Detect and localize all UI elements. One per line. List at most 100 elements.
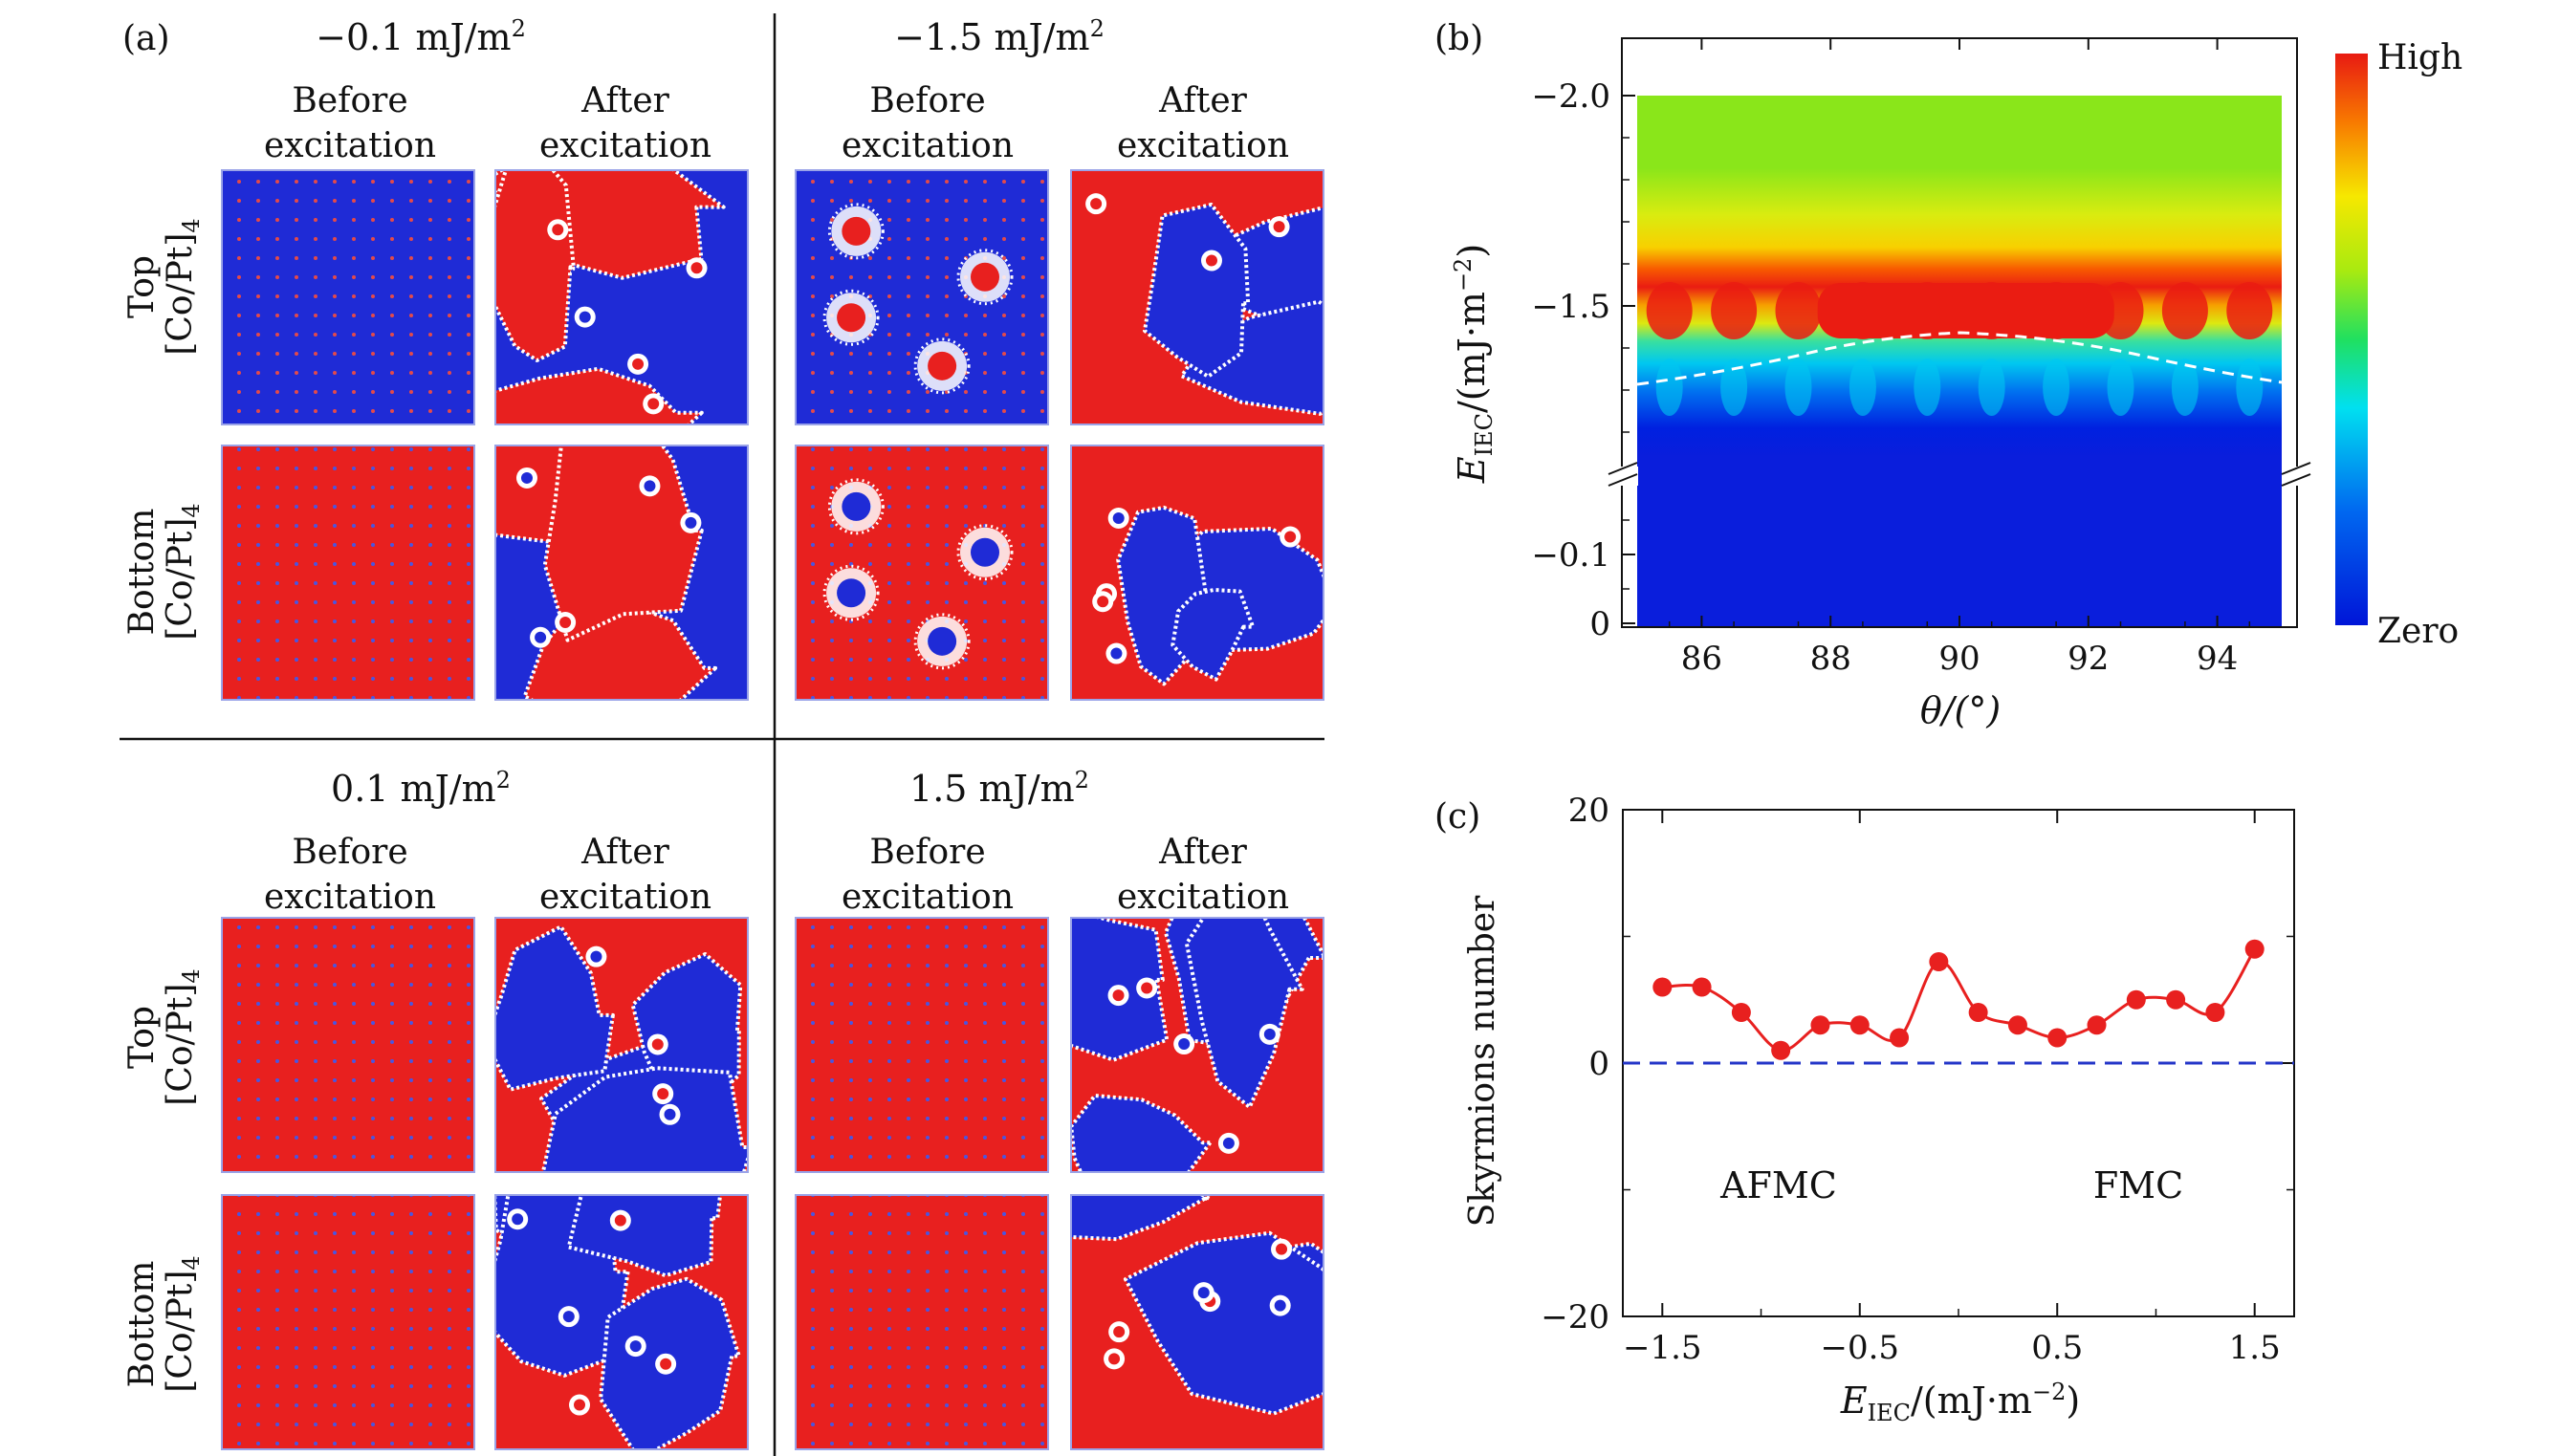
before-header-line2: excitation <box>264 126 436 165</box>
annotation-fmc: FMC <box>2093 1164 2183 1206</box>
tile-border <box>494 445 749 701</box>
heatmap-red-lobes <box>1646 282 2273 416</box>
after-header-line1: After <box>580 833 669 872</box>
spin-texture-tile <box>795 917 1049 1173</box>
after-header-line1: After <box>1158 81 1247 120</box>
data-point <box>2126 989 2146 1010</box>
before-header-line1: Before <box>292 833 407 872</box>
magnetic-domain <box>542 445 704 642</box>
fit-curve <box>1662 948 2256 1053</box>
row-label-line2: [Co/Pt]4 <box>161 968 205 1105</box>
data-point <box>2166 989 2186 1010</box>
spin-texture-tile <box>494 445 749 701</box>
tile-border <box>221 169 475 425</box>
magnetic-domain <box>1171 588 1256 682</box>
panel-a-label: (a) <box>122 19 170 58</box>
cold-lobe <box>2107 359 2134 416</box>
after-header-line2: excitation <box>1117 878 1289 917</box>
heatmap <box>1636 96 2283 627</box>
cold-lobe <box>1849 359 1876 416</box>
tile-border <box>1070 169 1324 425</box>
before-header-line2: excitation <box>264 878 436 917</box>
y-tick-label: −0.1 <box>1531 536 1610 575</box>
x-tick-label: 1.5 <box>2229 1329 2281 1367</box>
data-point <box>1810 1015 1830 1035</box>
magnetic-domain <box>495 170 576 362</box>
data-point <box>1731 1003 1751 1022</box>
data-point <box>2047 1028 2068 1048</box>
tile-border <box>221 1194 475 1450</box>
y-axis-label-b: EIEC/(mJ·m−2) <box>1450 244 1498 484</box>
after-header-line2: excitation <box>539 126 711 165</box>
before-header-line1: Before <box>869 833 985 872</box>
row-label-line2: [Co/Pt]4 <box>161 503 205 640</box>
cold-lobe <box>1720 359 1748 416</box>
data-point <box>1652 977 1673 997</box>
colorbar <box>2335 54 2368 625</box>
cold-lobe <box>1914 359 1941 416</box>
before-header-line2: excitation <box>842 878 1014 917</box>
y-tick-label: 20 <box>1568 792 1609 830</box>
row-label-line1: Bottom <box>122 1261 162 1388</box>
tile-border <box>795 917 1049 1173</box>
scatter-ticks: −1.5 −0.5 0.5 1.5 20 0 −20 <box>1541 792 2294 1367</box>
energy-header: −1.5 mJ/m2 <box>894 15 1105 58</box>
colorbar-zero-label: Zero <box>2377 612 2459 651</box>
tile-border <box>221 445 475 701</box>
magnetic-domain <box>566 1195 723 1278</box>
cold-lobe <box>2171 359 2199 416</box>
data-point <box>1890 1028 1910 1048</box>
before-header-line1: Before <box>292 81 407 120</box>
x-tick-label: 92 <box>2068 640 2109 678</box>
tile-border <box>795 445 1049 701</box>
spin-texture-tile <box>494 917 749 1173</box>
data-point <box>2007 1015 2027 1035</box>
magnetic-domain <box>540 1066 748 1172</box>
tile-border <box>494 169 749 425</box>
spin-texture-tile <box>221 169 475 425</box>
data-point <box>1849 1015 1870 1035</box>
annotation-afmc: AFMC <box>1719 1164 1837 1206</box>
cold-lobe <box>2236 359 2264 416</box>
heat-lobe <box>2161 282 2208 339</box>
x-axis-label-b: θ/(°) <box>1920 689 2001 731</box>
spin-texture-tile <box>795 445 1049 701</box>
magnetic-domain <box>1071 1195 1212 1242</box>
heat-lobe <box>1775 282 1822 339</box>
panel-c-label: (c) <box>1434 797 1480 837</box>
spin-texture-tile <box>1070 169 1324 425</box>
panel-c: (c) −1.5 −0.5 0.5 1.5 20 0 −20 AFMC FMC EIEC/(… <box>1434 792 2295 1426</box>
tile-border <box>795 1194 1049 1450</box>
after-header-line1: After <box>580 81 669 120</box>
data-point <box>1968 1003 1988 1022</box>
magnetic-domain <box>1123 1230 1324 1416</box>
spin-texture-tile <box>795 1194 1049 1450</box>
magnetic-domain <box>495 924 615 1092</box>
energy-header: 1.5 mJ/m2 <box>909 767 1089 810</box>
x-tick-label: −0.5 <box>1820 1329 1899 1367</box>
magnetic-domain <box>1184 918 1304 1110</box>
spin-texture-tile <box>221 445 475 701</box>
tile-border <box>221 917 475 1173</box>
tile-border <box>494 917 749 1173</box>
heat-lobe <box>1646 282 1693 339</box>
data-points <box>1652 939 2265 1060</box>
tile-border <box>1070 1194 1324 1450</box>
quadrant-4: 1.5 mJ/m2 Before excitation After excitation <box>842 767 1289 917</box>
data-point <box>1692 977 1712 997</box>
x-tick-label: 0.5 <box>2031 1329 2083 1367</box>
after-header-line2: excitation <box>1117 126 1289 165</box>
row-label-line1: Top <box>122 1006 162 1069</box>
energy-header: 0.1 mJ/m2 <box>331 767 511 810</box>
x-axis-label-c: EIEC/(mJ·m−2) <box>1840 1379 2080 1426</box>
y-tick-label: −2.0 <box>1531 77 1610 116</box>
after-header-line2: excitation <box>539 878 711 917</box>
tile-border <box>1070 445 1324 701</box>
quadrant-3: 0.1 mJ/m2 Before excitation After excitation <box>264 767 711 917</box>
y-tick-label: 0 <box>1588 1045 1609 1083</box>
data-point <box>2087 1015 2107 1035</box>
data-point <box>2205 1003 2225 1022</box>
data-point <box>2244 939 2265 959</box>
heat-core <box>1817 283 2114 338</box>
magnetic-domain <box>1143 203 1251 379</box>
